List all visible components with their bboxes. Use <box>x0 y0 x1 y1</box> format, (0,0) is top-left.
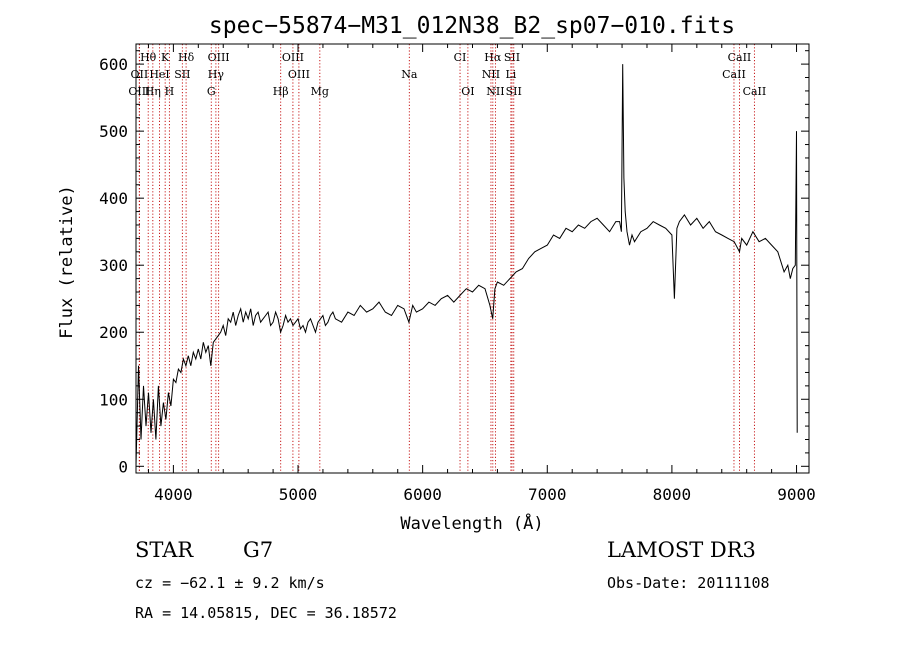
line-label: CaII <box>743 85 767 98</box>
y-tick-label: 300 <box>99 256 128 275</box>
x-tick-label: 8000 <box>653 485 692 504</box>
line-label: K <box>161 51 170 64</box>
line-label: SII <box>506 85 522 98</box>
object-class: STAR <box>135 538 194 562</box>
line-label: OIII <box>288 68 310 81</box>
line-label: CaII <box>728 51 752 64</box>
line-label: NII <box>486 85 504 98</box>
line-label: Li <box>505 68 516 81</box>
x-tick-label: 6000 <box>403 485 442 504</box>
line-label: OIII <box>128 85 150 98</box>
line-label: Hθ <box>140 51 157 64</box>
y-axis-ticks: 0 100 200 300 400 500 600 <box>99 50 809 476</box>
line-label: G <box>207 85 216 98</box>
line-label: Hγ <box>208 68 225 81</box>
radial-velocity: cz = −62.1 ± 9.2 km/s <box>135 574 325 592</box>
x-tick-label: 4000 <box>154 485 193 504</box>
line-label: H <box>165 85 175 98</box>
y-tick-label: 400 <box>99 189 128 208</box>
line-label: Hα <box>484 51 502 64</box>
survey-name: LAMOST DR3 <box>607 538 756 562</box>
object-subclass: G7 <box>243 538 274 562</box>
line-label: NII <box>482 68 500 81</box>
x-tick-label: 5000 <box>279 485 318 504</box>
line-label: OII <box>131 68 149 81</box>
line-label: Mg <box>311 85 329 98</box>
plot-frame <box>135 43 810 474</box>
x-axis-label: Wavelength (Å) <box>400 512 543 534</box>
chart-title: spec−55874−M31_012N38_B2_sp07−010.fits <box>209 13 735 39</box>
line-label: OIII <box>208 51 230 64</box>
line-label: OI <box>461 85 474 98</box>
coordinates: RA = 14.05815, DEC = 36.18572 <box>135 604 397 622</box>
line-label: Na <box>401 68 418 81</box>
y-tick-label: 200 <box>99 323 128 342</box>
y-tick-label: 600 <box>99 55 128 74</box>
line-label: SII <box>504 51 520 64</box>
y-tick-label: 500 <box>99 122 128 141</box>
observation-date: Obs-Date: 20111108 <box>607 574 770 592</box>
x-axis-ticks: 4000 5000 6000 7000 8000 9000 <box>147 44 816 504</box>
y-tick-label: 0 <box>118 457 128 476</box>
x-tick-label: 7000 <box>528 485 567 504</box>
line-label: CI <box>454 51 467 64</box>
x-tick-label: 9000 <box>777 485 816 504</box>
line-label: Hβ <box>273 85 289 98</box>
flux-series-line <box>135 64 798 467</box>
y-axis-label: Flux (relative) <box>57 185 77 339</box>
line-label: Hδ <box>178 51 195 64</box>
line-label: OIII <box>282 51 304 64</box>
line-label: SII <box>174 68 190 81</box>
y-tick-label: 100 <box>99 390 128 409</box>
line-label: CaII <box>722 68 746 81</box>
line-label: HeI <box>149 68 169 81</box>
line-label: Hη <box>145 85 161 98</box>
